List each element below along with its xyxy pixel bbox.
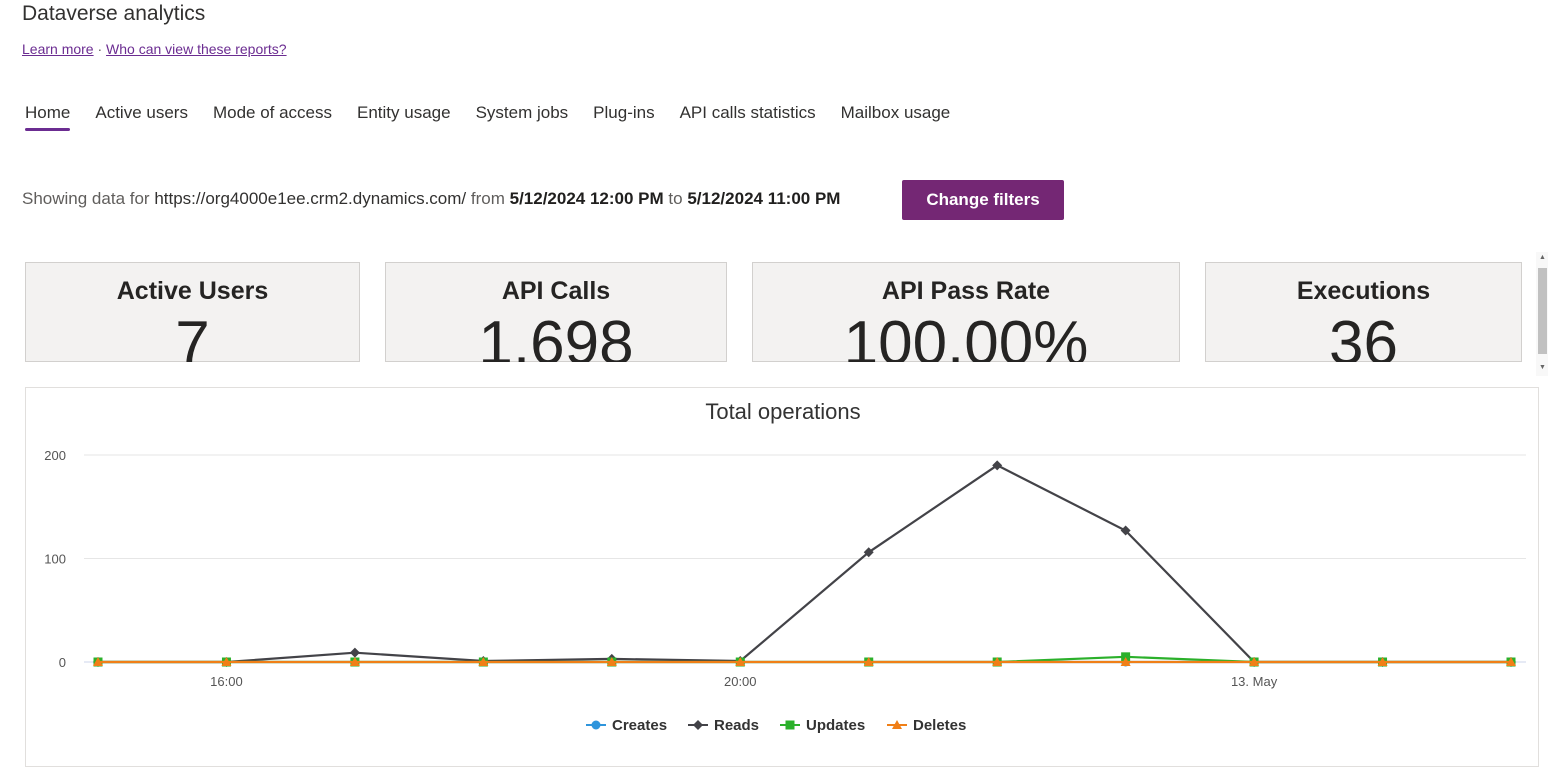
legend-marker-icon <box>591 720 601 730</box>
data-point-deletes <box>735 657 746 666</box>
legend-item-creates[interactable]: Creates <box>586 717 667 734</box>
series-reads <box>93 460 1516 667</box>
y-tick-label: 200 <box>44 448 66 463</box>
tab-active-users[interactable]: Active users <box>95 103 188 122</box>
data-point-reads <box>349 647 360 658</box>
scroll-thumb[interactable] <box>1538 268 1547 354</box>
series-updates <box>93 652 1516 667</box>
kpi-label: API Calls <box>501 277 611 305</box>
x-tick-label: 20:00 <box>724 674 757 689</box>
x-tick-label: 13. May <box>1231 674 1278 689</box>
kpi-card-api-calls: API Calls 1,698 <box>385 262 727 375</box>
report-tabs: Home Active users Mode of access Entity … <box>25 103 950 131</box>
page-title: Dataverse analytics <box>22 2 206 25</box>
tab-home[interactable]: Home <box>25 103 71 131</box>
data-point-reads <box>992 460 1003 471</box>
series-line-reads <box>98 464 1511 664</box>
data-point-deletes <box>863 657 874 666</box>
kpi-scrollbar[interactable]: ▲ ▼ <box>1536 252 1548 376</box>
legend-label: Creates <box>612 717 667 734</box>
legend-label: Updates <box>806 717 865 734</box>
legend-label: Reads <box>714 717 759 734</box>
tab-entity-usage[interactable]: Entity usage <box>357 103 451 122</box>
kpi-viewport-edge <box>0 362 1534 376</box>
kpi-card-active-users: Active Users 7 <box>25 262 360 375</box>
who-can-view-link[interactable]: Who can view these reports? <box>106 41 287 57</box>
data-point-updates <box>1121 652 1131 662</box>
data-point-reads <box>1120 525 1131 536</box>
filter-prefix: Showing data for <box>22 189 150 208</box>
tab-plug-ins[interactable]: Plug-ins <box>593 103 655 122</box>
kpi-card-executions: Executions 36 <box>1205 262 1522 375</box>
kpi-label: Active Users <box>116 277 269 305</box>
link-separator: · <box>97 41 103 57</box>
data-point-reads <box>863 547 874 558</box>
data-point-deletes <box>606 657 617 666</box>
filter-from-word: from <box>470 189 505 208</box>
filter-to-word: to <box>668 189 683 208</box>
data-point-deletes <box>1120 657 1131 666</box>
chart-title: Total operations <box>705 399 860 424</box>
filter-summary: Showing data for https://org4000e1ee.crm… <box>22 189 840 209</box>
tab-mode-of-access[interactable]: Mode of access <box>212 103 333 122</box>
kpi-label: Executions <box>1296 277 1431 305</box>
kpi-card-api-pass-rate: API Pass Rate 100.00% <box>752 262 1180 375</box>
series-deletes <box>93 657 1516 666</box>
data-point-deletes <box>478 657 489 666</box>
kpi-label: API Pass Rate <box>881 277 1051 305</box>
scroll-up-icon[interactable]: ▲ <box>1539 254 1546 261</box>
tab-system-jobs[interactable]: System jobs <box>475 103 569 122</box>
data-point-deletes <box>992 657 1003 666</box>
learn-more-link[interactable]: Learn more <box>22 41 94 57</box>
legend-label: Deletes <box>913 717 966 734</box>
legend-item-reads[interactable]: Reads <box>688 717 759 734</box>
x-tick-label: 16:00 <box>210 674 243 689</box>
filter-from-date: 5/12/2024 12:00 PM <box>509 189 664 208</box>
org-url: https://org4000e1ee.crm2.dynamics.com/ <box>154 189 467 208</box>
legend-item-updates[interactable]: Updates <box>780 717 865 734</box>
data-point-deletes <box>1249 657 1260 666</box>
scroll-down-icon[interactable]: ▼ <box>1539 364 1546 371</box>
y-tick-label: 100 <box>44 552 66 567</box>
data-point-deletes <box>93 657 103 666</box>
data-point-deletes <box>349 657 360 666</box>
tab-api-calls-statistics[interactable]: API calls statistics <box>679 103 816 122</box>
legend-marker-icon <box>785 720 795 730</box>
help-links: Learn more · Who can view these reports? <box>22 41 287 57</box>
chart-canvas: Total operations 0 100 200 16:00 20:00 13. M… <box>44 399 1526 734</box>
total-operations-chart: Total operations 0 100 200 16:00 20:00 13. M… <box>25 387 1539 767</box>
change-filters-button[interactable]: Change filters <box>902 180 1064 220</box>
data-point-deletes <box>1377 657 1388 666</box>
legend-item-deletes[interactable]: Deletes <box>887 717 966 734</box>
data-point-deletes <box>221 657 232 666</box>
legend-marker-icon <box>892 720 902 729</box>
data-point-deletes <box>1506 657 1516 666</box>
tab-mailbox-usage[interactable]: Mailbox usage <box>840 103 951 122</box>
filter-to-date: 5/12/2024 11:00 PM <box>687 189 841 208</box>
y-tick-label: 0 <box>59 655 66 670</box>
legend-marker-icon <box>693 720 703 730</box>
